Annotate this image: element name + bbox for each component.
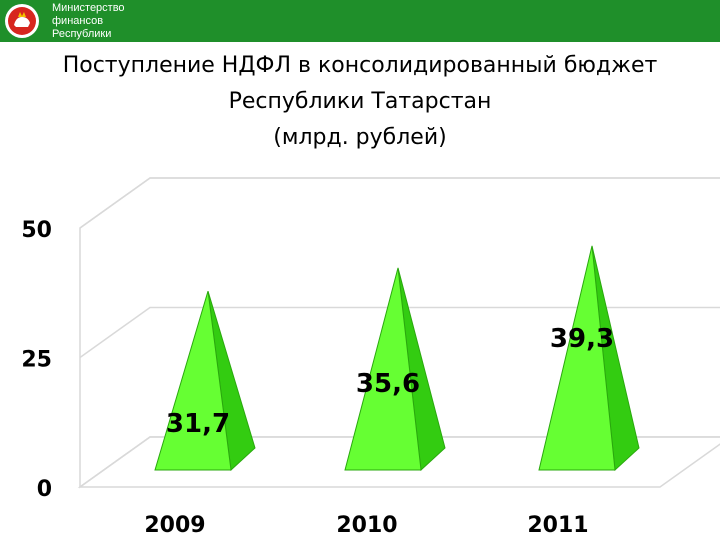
y-tick-label-2: 50 bbox=[21, 218, 52, 243]
title-line-3: (млрд. рублей) bbox=[273, 125, 447, 150]
pyramid-bar-2010 bbox=[344, 267, 422, 471]
page-title: Поступление НДФЛ в консолидированный бюд… bbox=[0, 48, 720, 156]
y-tick-label-1: 25 bbox=[21, 348, 52, 373]
gridline-2 bbox=[79, 177, 720, 229]
y-tick-label-0: 0 bbox=[37, 477, 52, 502]
value-label-2009: 31,7 bbox=[166, 409, 230, 439]
x-tick-label-2009: 2009 bbox=[144, 513, 205, 538]
ministry-name: Министерство финансов Республики bbox=[52, 2, 162, 42]
ministry-line-2: финансов bbox=[52, 15, 104, 27]
title-line-2: Республики Татарстан bbox=[228, 89, 492, 114]
value-label-2010: 35,6 bbox=[356, 369, 420, 399]
pyramid-bar-2009 bbox=[154, 291, 232, 471]
ministry-line-3: Республики bbox=[52, 28, 112, 40]
pyramid-bar-chart: 0 25 50 31,7 2009 35,6 2010 39,3 2011 bbox=[21, 177, 720, 538]
ministry-line-1: Министерство bbox=[52, 2, 125, 14]
pyramid-bar-2011 bbox=[538, 245, 616, 471]
coat-of-arms-logo bbox=[5, 4, 39, 38]
header-bar: Министерство финансов Республики bbox=[0, 0, 720, 42]
value-label-2011: 39,3 bbox=[550, 324, 614, 354]
gridline-0 bbox=[79, 436, 720, 488]
x-tick-label-2011: 2011 bbox=[527, 513, 588, 538]
gridline-1 bbox=[79, 306, 720, 359]
title-line-1: Поступление НДФЛ в консолидированный бюд… bbox=[62, 53, 658, 78]
x-tick-label-2010: 2010 bbox=[336, 513, 397, 538]
